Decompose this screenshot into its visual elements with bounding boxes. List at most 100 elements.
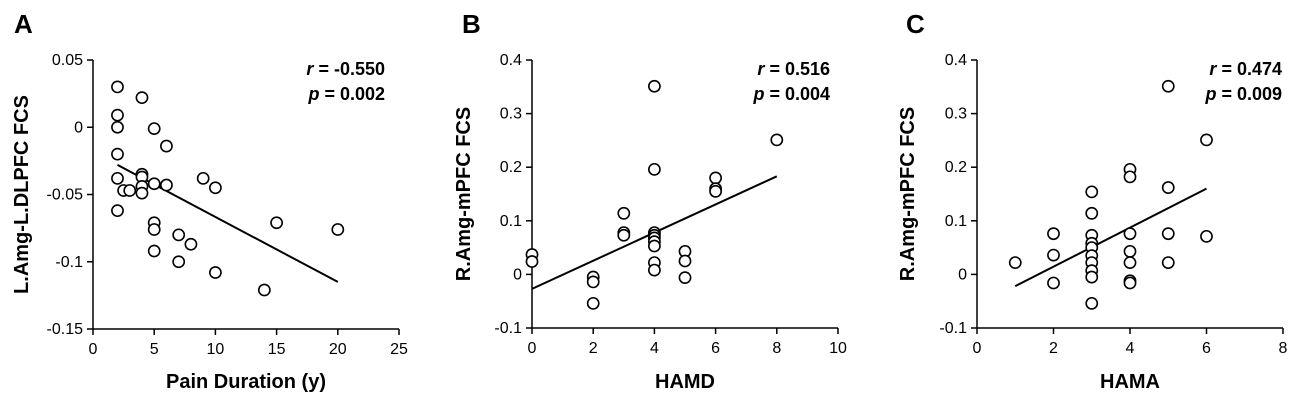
x-tick-label: 0	[973, 340, 982, 357]
data-point	[147, 177, 161, 191]
data-point	[1047, 248, 1060, 262]
y-tick-label: 0.4	[500, 52, 522, 69]
data-point	[160, 139, 173, 153]
data-point	[525, 255, 539, 268]
data-point	[184, 237, 198, 251]
data-point	[172, 228, 186, 242]
regression-line	[1014, 187, 1207, 288]
data-point	[1085, 206, 1099, 220]
y-axis-label: R.Amg-mPFC FCS	[453, 107, 475, 281]
data-point	[160, 178, 173, 192]
data-point	[586, 275, 600, 289]
data-point	[1200, 229, 1213, 243]
data-point	[1085, 185, 1099, 199]
data-point	[648, 239, 661, 253]
data-point	[331, 223, 345, 236]
panel-letter-b: B	[462, 9, 481, 39]
data-point	[1123, 276, 1137, 290]
x-tick-label: 2	[1049, 340, 1058, 357]
data-point	[257, 283, 271, 297]
data-point	[1161, 181, 1175, 194]
data-point	[135, 186, 149, 200]
data-point	[770, 133, 784, 147]
data-point	[1085, 296, 1099, 310]
data-point	[1123, 170, 1137, 184]
x-tick-label: 6	[711, 340, 720, 357]
data-point	[147, 223, 161, 236]
data-point	[1008, 256, 1022, 270]
panel-a: A 0 5 10 15 20 25 0.05 0 -0.05 -0.1 -0.15 Pain Dura…	[11, 9, 408, 393]
y-tick-label: 0.2	[500, 159, 522, 176]
data-point	[1123, 227, 1137, 241]
x-tick-label: 8	[772, 340, 781, 357]
data-point	[648, 79, 661, 93]
panel-c: C 0 2 4 6 8 0.4 0.3 0.2 0.1 0 -0.1 HAMA R.Amg-mPFC F…	[897, 9, 1288, 393]
data-point	[135, 91, 149, 105]
y-tick-label: 0	[958, 266, 967, 283]
p-statistic: p = 0.009	[1204, 84, 1282, 104]
panel-b: B 0 2 4 6 8 10 0.4 0.3 0.2 0.1 0 -0.1 HAMD R.Amg-mPFC…	[453, 9, 847, 393]
x-tick-label: 20	[329, 341, 347, 358]
data-point	[678, 254, 692, 268]
x-axis-label: HAMA	[1100, 371, 1160, 393]
r-statistic: r = 0.516	[757, 59, 830, 79]
data-point	[270, 216, 283, 230]
data-point	[648, 162, 661, 176]
y-tick-label: 0.1	[500, 213, 522, 230]
data-point	[709, 184, 722, 198]
x-tick-label: 5	[150, 341, 159, 358]
y-tick-label: -0.1	[55, 254, 83, 271]
y-axis-label: L.Amg-L.DLPFC FCS	[11, 95, 33, 294]
data-point	[1161, 256, 1175, 270]
r-statistic: r = -0.550	[306, 59, 385, 79]
r-statistic: r = 0.474	[1209, 59, 1282, 79]
data-point	[111, 120, 124, 134]
x-tick-label: 4	[1126, 340, 1135, 357]
x-axis-label: Pain Duration (y)	[166, 371, 326, 393]
data-point	[1047, 276, 1060, 290]
x-tick-label: 0	[89, 341, 98, 358]
data-point	[1161, 227, 1175, 241]
y-tick-label: -0.1	[939, 320, 967, 337]
x-axis-label: HAMD	[655, 371, 715, 393]
data-point	[678, 271, 692, 285]
x-tick-label: 4	[650, 340, 659, 357]
y-tick-label: 0	[513, 266, 522, 283]
y-axis-label: R.Amg-mPFC FCS	[897, 107, 919, 281]
y-tick-label: -0.1	[494, 320, 522, 337]
data-point	[147, 244, 161, 258]
data-point	[1161, 79, 1175, 93]
x-tick-label: 0	[528, 340, 537, 357]
y-tick-label: 0.1	[945, 213, 967, 230]
data-point	[586, 296, 600, 310]
data-point	[111, 108, 124, 122]
panel-letter-a: A	[14, 9, 33, 39]
data-point	[617, 228, 631, 242]
y-tick-label: 0.2	[945, 159, 967, 176]
x-tick-label: 25	[390, 341, 408, 358]
y-tick-label: -0.15	[47, 321, 84, 338]
data-point	[208, 181, 222, 195]
y-tick-label: -0.05	[47, 187, 84, 204]
x-tick-label: 15	[268, 341, 286, 358]
panel-letter-c: C	[906, 9, 925, 39]
data-point	[172, 255, 186, 269]
data-point	[648, 263, 661, 277]
x-tick-label: 8	[1279, 340, 1288, 357]
data-point	[1123, 256, 1137, 270]
data-point	[1200, 133, 1213, 147]
data-point	[123, 184, 137, 197]
x-tick-label: 10	[829, 340, 847, 357]
data-point	[617, 206, 631, 220]
y-tick-label: 0.05	[52, 52, 83, 69]
data-point	[196, 171, 210, 185]
data-point	[208, 266, 222, 279]
p-statistic: p = 0.002	[307, 84, 385, 104]
data-point	[1047, 227, 1060, 241]
y-tick-label: 0.4	[945, 52, 967, 69]
x-tick-label: 6	[1202, 340, 1211, 357]
data-point	[111, 80, 124, 94]
data-point	[111, 147, 124, 161]
data-point	[111, 204, 124, 218]
